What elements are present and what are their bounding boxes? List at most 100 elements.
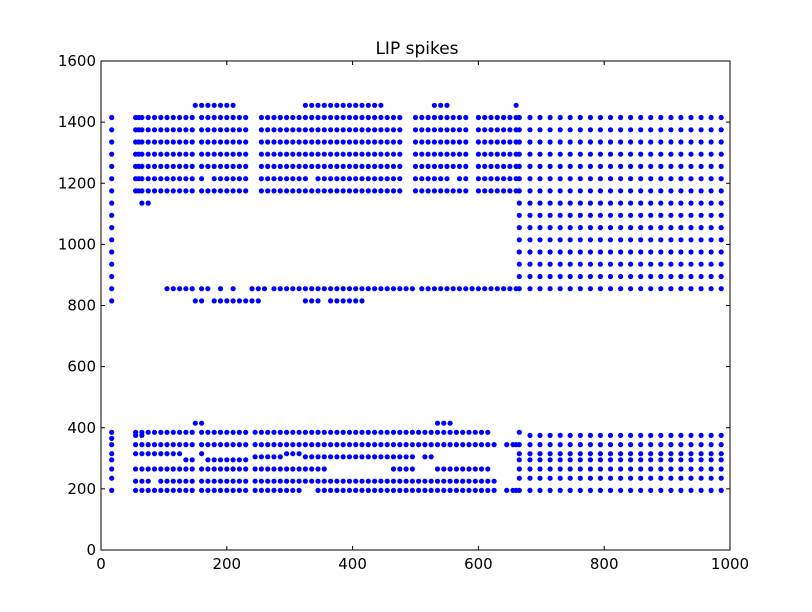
spike-point	[284, 451, 290, 457]
spike-point	[277, 286, 283, 292]
spike-point	[516, 212, 522, 218]
spike-point	[334, 151, 340, 157]
spike-point	[378, 188, 384, 194]
spike-point	[390, 139, 397, 145]
spike-point	[537, 466, 543, 472]
spike-point	[501, 127, 507, 133]
spike-point	[390, 188, 397, 194]
spike-point	[346, 286, 353, 292]
spike-point	[365, 188, 371, 194]
spike-point	[230, 457, 236, 463]
spike-point	[177, 487, 183, 493]
spike-point	[199, 188, 205, 194]
spike-point	[708, 475, 714, 481]
spike-point	[236, 298, 242, 304]
spike-point	[447, 478, 453, 484]
spike-point	[577, 451, 583, 457]
spike-point	[189, 487, 195, 493]
spike-point	[334, 102, 340, 108]
spike-point	[211, 163, 217, 169]
spike-point	[397, 429, 403, 435]
spike-point	[258, 127, 264, 133]
spike-point	[708, 286, 714, 292]
spike-point	[607, 237, 614, 243]
spike-point	[648, 114, 654, 121]
spike-point	[577, 225, 583, 231]
spike-point	[587, 487, 594, 493]
spike-point	[192, 102, 198, 108]
spike-point	[177, 151, 183, 157]
spike-point	[419, 188, 425, 194]
spike-point	[718, 163, 724, 169]
spike-point	[170, 176, 176, 182]
spike-point	[284, 478, 290, 484]
spike-point	[678, 249, 684, 255]
spike-point	[378, 163, 384, 169]
spike-point	[516, 261, 522, 267]
spike-point	[183, 429, 189, 435]
spike-point	[638, 261, 644, 267]
spike-point	[628, 286, 634, 292]
spike-point	[252, 442, 258, 448]
spike-point	[718, 212, 724, 218]
spike-point	[346, 139, 353, 145]
spike-point	[158, 429, 164, 435]
spike-point	[478, 487, 485, 493]
spike-point	[359, 102, 365, 108]
spike-point	[199, 151, 205, 157]
spike-point	[501, 114, 507, 121]
spike-point	[109, 442, 115, 448]
spike-point	[328, 102, 334, 108]
spike-point	[438, 127, 444, 133]
spike-point	[252, 466, 258, 472]
spike-point	[537, 114, 543, 121]
spike-point	[378, 102, 384, 108]
spike-point	[557, 286, 563, 292]
spike-point	[618, 200, 624, 206]
spike-point	[587, 127, 594, 133]
spike-point	[557, 200, 563, 206]
spike-point	[284, 487, 290, 493]
spike-point	[302, 188, 308, 194]
spike-point	[618, 457, 624, 463]
spike-point	[230, 188, 236, 194]
spike-point	[547, 442, 553, 448]
spike-point	[384, 114, 390, 121]
spike-point	[567, 249, 573, 255]
spike-point	[384, 188, 390, 194]
spike-point	[718, 249, 724, 255]
spike-point	[290, 151, 296, 157]
spike-point	[334, 127, 340, 133]
spike-point	[346, 442, 353, 448]
spike-point	[170, 451, 176, 457]
spike-point	[109, 286, 115, 292]
spike-point	[315, 102, 321, 108]
spike-point	[718, 466, 724, 472]
spike-point	[217, 487, 224, 493]
spike-point	[447, 442, 453, 448]
spike-point	[537, 457, 543, 463]
spike-point	[346, 188, 353, 194]
spike-point	[501, 286, 507, 292]
spike-point	[698, 163, 704, 169]
spike-point	[258, 176, 264, 182]
spike-point	[170, 188, 176, 194]
spike-point	[236, 176, 242, 182]
spike-point	[453, 478, 459, 484]
spike-point	[688, 163, 694, 169]
spike-point	[698, 114, 704, 121]
spike-point	[678, 442, 684, 448]
spike-point	[328, 139, 334, 145]
spike-point	[527, 286, 533, 292]
spike-point	[547, 249, 553, 255]
spike-point	[628, 200, 634, 206]
spike-point	[265, 429, 271, 435]
spike-point	[557, 225, 563, 231]
spike-point	[698, 212, 704, 218]
spike-point	[567, 151, 573, 157]
spike-point	[516, 249, 522, 255]
spike-point	[340, 151, 346, 157]
spike-point	[315, 429, 321, 435]
spike-point	[321, 487, 327, 493]
spike-point	[224, 298, 230, 304]
